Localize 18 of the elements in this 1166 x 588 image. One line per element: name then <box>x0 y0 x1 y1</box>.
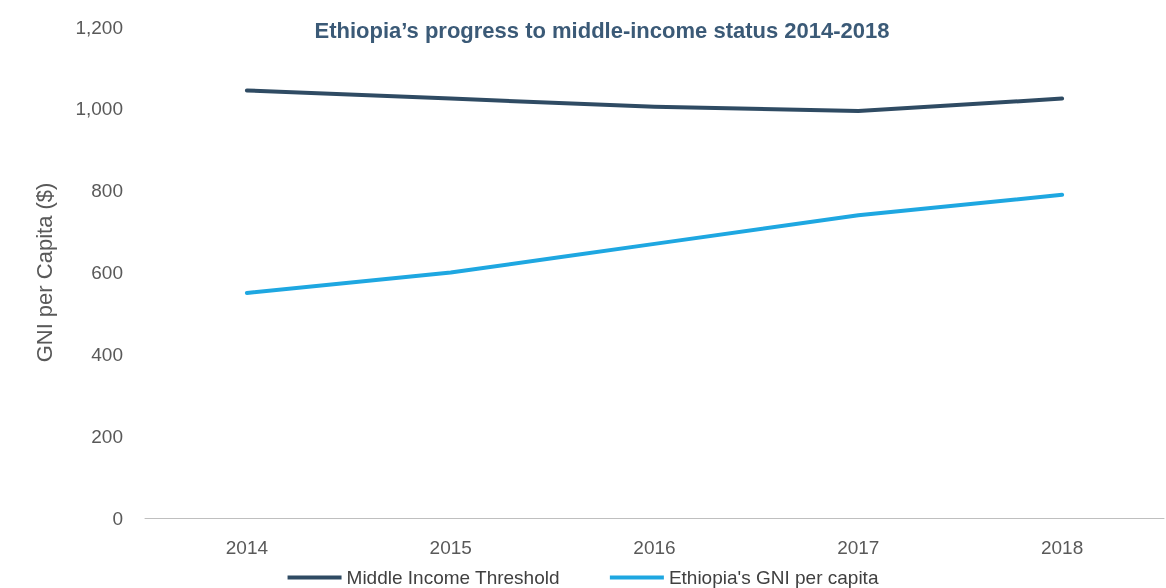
line-series <box>244 192 1065 295</box>
y-axis-title: GNI per Capita ($) <box>31 182 57 363</box>
x-tick-label: 2017 <box>837 537 880 558</box>
legend-label: Ethiopia's GNI per capita <box>668 567 879 588</box>
x-tick-label: 2014 <box>225 537 269 558</box>
y-tick-label: 400 <box>91 343 123 365</box>
line-series <box>244 88 1065 113</box>
x-tick-label: 2015 <box>429 537 472 558</box>
y-tick-label: 800 <box>91 180 123 202</box>
chart-title: Ethiopia’s progress to middle-income status 2014-2018 <box>314 17 890 43</box>
y-tick-label: 0 <box>112 507 123 529</box>
x-tick-label: 2016 <box>633 537 676 558</box>
x-tick-label: 2018 <box>1040 537 1084 558</box>
legend-label: Middle Income Threshold <box>346 567 560 588</box>
y-tick-label: 1,200 <box>75 16 123 38</box>
y-tick-label: 600 <box>91 262 123 283</box>
y-tick-label: 1,000 <box>75 98 123 120</box>
y-tick-label: 200 <box>91 425 123 447</box>
